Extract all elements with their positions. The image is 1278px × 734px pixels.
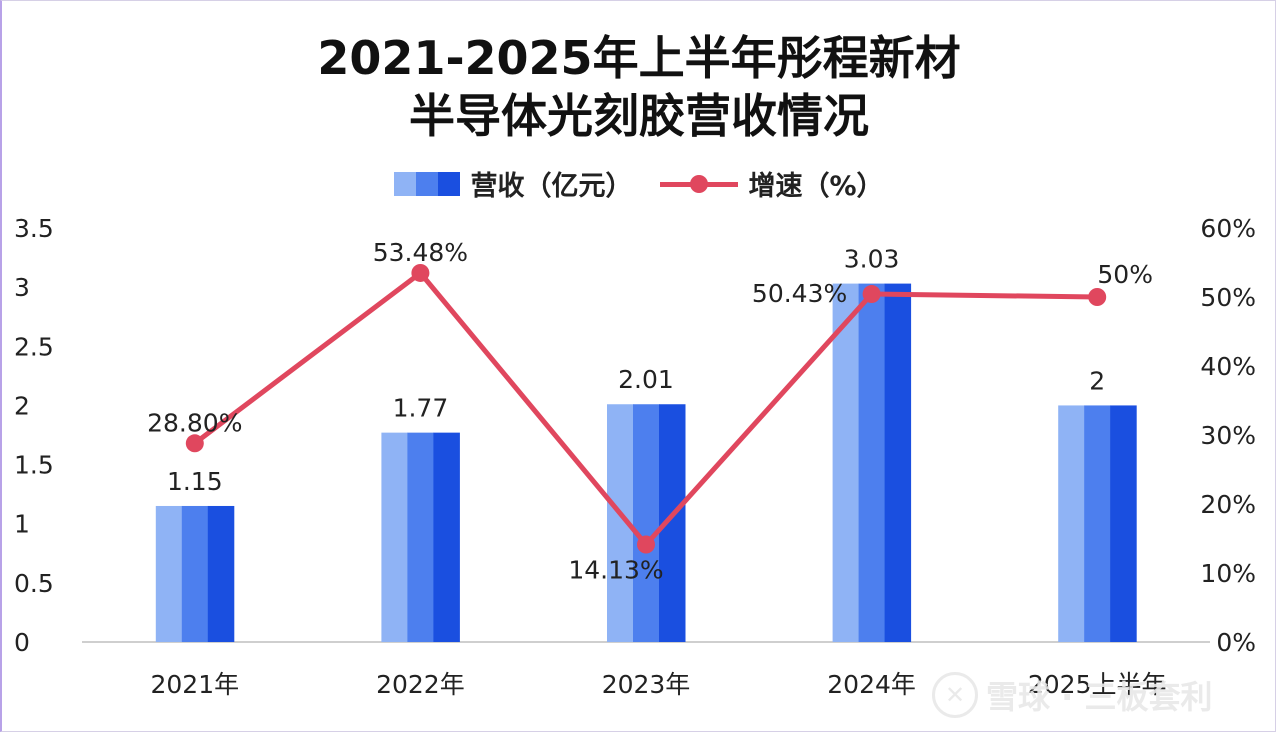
legend-bar-swatch — [394, 171, 461, 196]
revenue-bar-1-segment — [155, 505, 183, 642]
revenue-bar-5-segment — [1110, 405, 1137, 642]
chart-title: 2021-2025年上半年彤程新材 — [317, 31, 961, 85]
growth-data-label: 14.13% — [568, 556, 663, 585]
snowball-logo-icon: ✕ — [932, 672, 978, 718]
growth-point — [637, 535, 655, 554]
legend-line-swatch — [660, 172, 739, 196]
growth-point — [185, 434, 204, 453]
y-left-tick-label: 1 — [14, 510, 30, 539]
y-left-tick-label: 0 — [14, 628, 30, 657]
revenue-bar-1-segment — [181, 505, 209, 642]
y-right-tick-label: 60% — [1200, 214, 1256, 243]
growth-point — [862, 285, 881, 304]
y-left-tick-label: 2.5 — [14, 332, 54, 361]
y-left-tick-label: 2 — [14, 391, 30, 420]
y-left-tick-label: 3 — [14, 273, 30, 302]
y-left-tick-label: 3.5 — [14, 214, 54, 243]
growth-point — [1088, 288, 1107, 306]
y-right-tick-label: 10% — [1200, 559, 1256, 588]
growth-data-label: 50.43% — [752, 279, 847, 308]
revenue-bar-4-segment — [884, 283, 912, 642]
revenue-bar-2-segment — [407, 432, 434, 642]
x-category-label: 2025上半年 — [1028, 670, 1167, 699]
revenue-bar-1-segment — [207, 505, 235, 642]
watermark-text: 雪球 · 三板套利 — [986, 678, 1213, 716]
revenue-data-label: 3.03 — [844, 245, 900, 274]
revenue-bar-2-segment — [381, 432, 408, 642]
x-category-label: 2024年 — [827, 670, 916, 699]
y-left-tick-label: 1.5 — [14, 451, 54, 480]
revenue-data-label: 1.15 — [167, 467, 223, 496]
y-right-tick-label: 20% — [1200, 490, 1256, 519]
revenue-bar-5-segment — [1058, 405, 1085, 642]
y-right-tick-label: 40% — [1200, 352, 1256, 381]
revenue-bar-3-segment — [633, 404, 660, 642]
x-category-label: 2022年 — [376, 670, 465, 699]
revenue-data-label: 2 — [1089, 366, 1105, 395]
legend-label-revenue: 营收（亿元） — [470, 171, 633, 202]
y-right-tick-label: 30% — [1200, 421, 1256, 450]
revenue-bar-5-segment — [1084, 405, 1111, 642]
y-left-tick-label: 0.5 — [14, 569, 54, 598]
revenue-bar-4-segment — [832, 283, 860, 642]
legend-label-growth: 增速（%） — [748, 171, 884, 202]
growth-data-label: 50% — [1097, 260, 1153, 289]
growth-data-label: 53.48% — [373, 238, 468, 267]
growth-point — [411, 263, 430, 282]
revenue-bar-2-segment — [433, 432, 460, 642]
legend-item-revenue: 营收（亿元） — [394, 164, 632, 203]
revenue-data-label: 1.77 — [393, 394, 449, 423]
chart-legend: 营收（亿元） 增速（%） — [0, 164, 1278, 203]
legend-item-growth: 增速（%） — [660, 164, 884, 203]
x-category-label: 2023年 — [602, 670, 691, 699]
watermark: ✕ 雪球 · 三板套利 — [932, 672, 1212, 718]
revenue-bar-4-segment — [858, 283, 886, 642]
x-category-label: 2021年 — [150, 670, 239, 699]
y-right-tick-label: 0% — [1216, 628, 1256, 657]
y-right-tick-label: 50% — [1200, 283, 1256, 312]
revenue-data-label: 2.01 — [618, 365, 674, 394]
growth-data-label: 28.80% — [147, 408, 242, 437]
chart-subtitle: 半导体光刻胶营收情况 — [409, 89, 869, 143]
